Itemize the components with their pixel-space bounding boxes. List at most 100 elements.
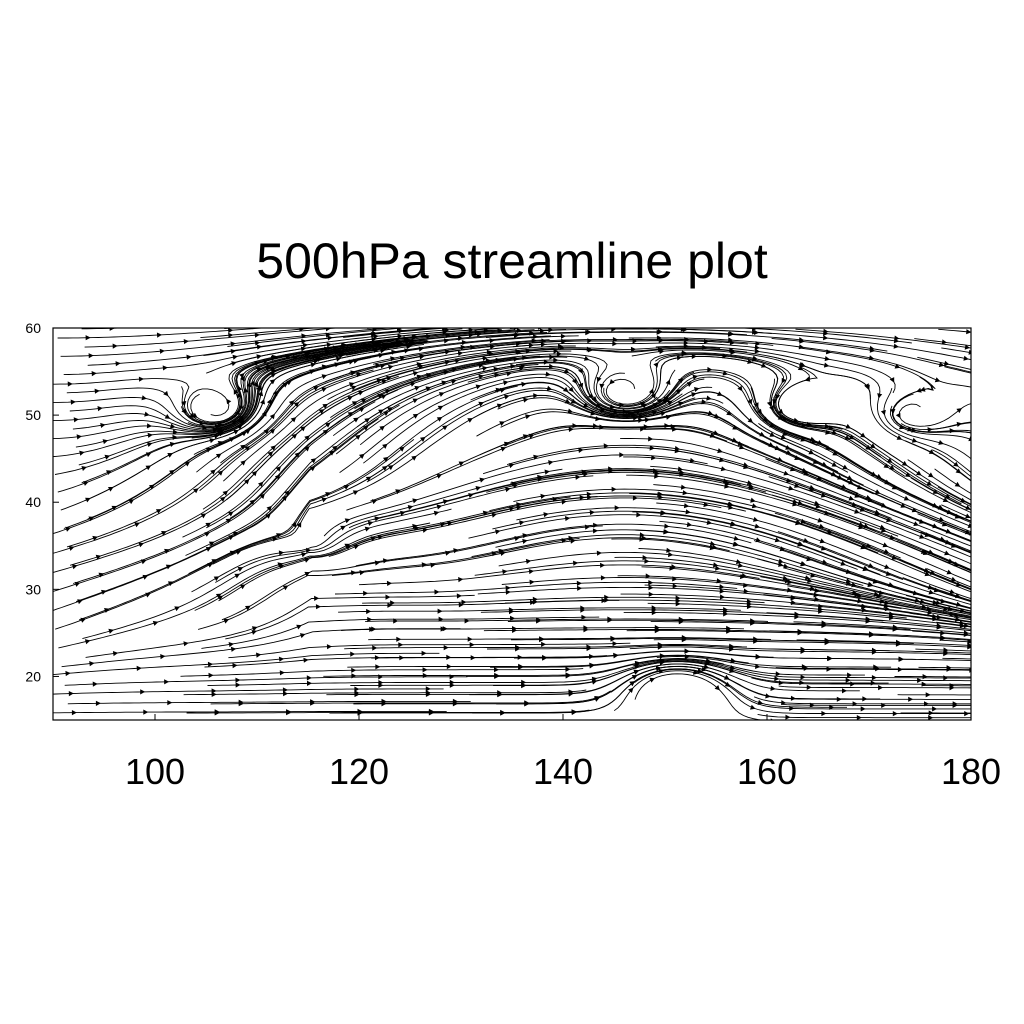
streamline-arrowhead [563, 368, 570, 374]
streamline-arrowhead [391, 349, 397, 355]
streamline-arrowhead [449, 682, 455, 688]
streamline-arrowhead [799, 338, 805, 344]
streamline-arrowhead [296, 624, 302, 630]
streamline-arrowhead [960, 497, 966, 503]
streamline [485, 331, 888, 352]
streamline-arrowhead [729, 665, 736, 670]
streamline-arrowhead [393, 618, 399, 624]
streamline-arrowhead [587, 338, 593, 344]
streamline-arrowhead [984, 613, 989, 618]
streamline-arrowhead [405, 338, 412, 344]
streamline-arrowhead [324, 346, 330, 352]
streamline [328, 497, 722, 557]
streamline-arrowhead [545, 371, 551, 377]
streamline-arrowhead [516, 328, 522, 334]
streamline [929, 586, 971, 602]
streamline-arrowhead [370, 321, 375, 326]
streamline [614, 556, 971, 617]
streamline-arrowhead [845, 423, 851, 429]
streamline [326, 663, 722, 696]
streamline-arrowhead [809, 586, 816, 592]
streamline-arrowhead [363, 425, 369, 431]
streamline-arrowhead [984, 560, 990, 565]
streamline-arrowhead [364, 526, 371, 532]
streamline-arrowhead [251, 470, 258, 477]
streamline-arrowhead [665, 379, 671, 385]
streamline-arrowhead [584, 312, 589, 317]
streamline-arrowhead [488, 351, 494, 357]
streamline-arrowhead [943, 360, 950, 366]
streamline [629, 646, 971, 656]
streamline-arrowhead [79, 450, 85, 456]
streamline-arrowhead [817, 517, 823, 523]
streamline-arrowhead [629, 681, 635, 687]
streamline-arrowhead [832, 450, 838, 456]
streamline-arrowhead [800, 362, 806, 368]
streamline [632, 511, 971, 606]
streamline-arrowhead [528, 342, 534, 348]
streamline-arrowhead [702, 344, 708, 350]
streamline-arrowhead [351, 667, 357, 673]
streamline-arrowhead [678, 378, 684, 384]
streamline-arrowhead [230, 646, 237, 652]
streamline [769, 378, 971, 514]
streamline-arrowhead [596, 550, 602, 556]
streamline [490, 655, 892, 668]
streamline [647, 602, 971, 628]
streamline-arrowhead [672, 426, 678, 432]
streamline [78, 340, 429, 466]
streamline-arrowhead [228, 332, 234, 338]
streamline-arrowhead [271, 354, 278, 360]
streamline-arrowhead [868, 631, 874, 637]
streamline-arrowhead [144, 411, 150, 417]
streamline-arrowhead [840, 560, 846, 566]
streamline-arrowhead [985, 719, 990, 724]
streamline-arrowhead [489, 338, 495, 344]
streamline-arrowhead [378, 674, 384, 680]
streamline-arrowhead [716, 578, 722, 584]
streamline-arrowhead [491, 551, 497, 557]
streamline-arrowhead [683, 503, 690, 509]
streamline-arrowhead [412, 398, 419, 404]
streamline-arrowhead [955, 593, 961, 599]
streamline-arrowhead [482, 355, 488, 361]
streamline-arrowhead [258, 481, 264, 487]
streamline-arrowhead [644, 417, 650, 423]
streamline-arrowhead [256, 354, 262, 360]
streamline-arrowhead [505, 487, 511, 493]
streamline-arrowhead [652, 468, 659, 474]
streamline-arrowhead [923, 567, 930, 573]
streamline-arrowhead [921, 604, 927, 610]
streamline-arrowhead [747, 417, 754, 423]
streamline-arrowhead [781, 377, 787, 384]
streamline-arrowhead [515, 646, 521, 652]
streamline-arrowhead [879, 598, 885, 604]
streamline-arrowhead [338, 350, 345, 356]
streamline-arrowhead [965, 513, 971, 519]
streamline-arrowhead [174, 606, 180, 612]
streamline-arrowhead [258, 390, 264, 397]
streamline [652, 328, 971, 361]
streamline-arrowhead [940, 630, 946, 636]
streamline-arrowhead [848, 479, 854, 485]
streamline-arrowhead [732, 541, 739, 547]
streamline-arrowhead [794, 611, 800, 617]
streamline-arrowhead [626, 413, 632, 419]
streamline-arrowhead [233, 389, 239, 395]
streamline-arrowhead [916, 387, 922, 393]
streamline-arrowhead [754, 523, 760, 529]
streamline-arrowhead [722, 353, 728, 359]
streamline-arrowhead [709, 545, 715, 551]
streamline [480, 609, 884, 622]
streamline-arrowhead [803, 537, 809, 543]
streamline-arrowhead [181, 401, 187, 407]
streamline-arrowhead [921, 681, 927, 687]
streamline-arrowhead [288, 400, 295, 406]
streamline-arrowhead [586, 319, 591, 324]
streamline-arrowhead [266, 398, 272, 405]
streamline-arrowhead [521, 381, 527, 387]
streamline-arrowhead [112, 343, 118, 349]
streamline [84, 343, 425, 502]
streamline-arrowhead [578, 447, 584, 453]
streamline-arrowhead [91, 371, 97, 377]
